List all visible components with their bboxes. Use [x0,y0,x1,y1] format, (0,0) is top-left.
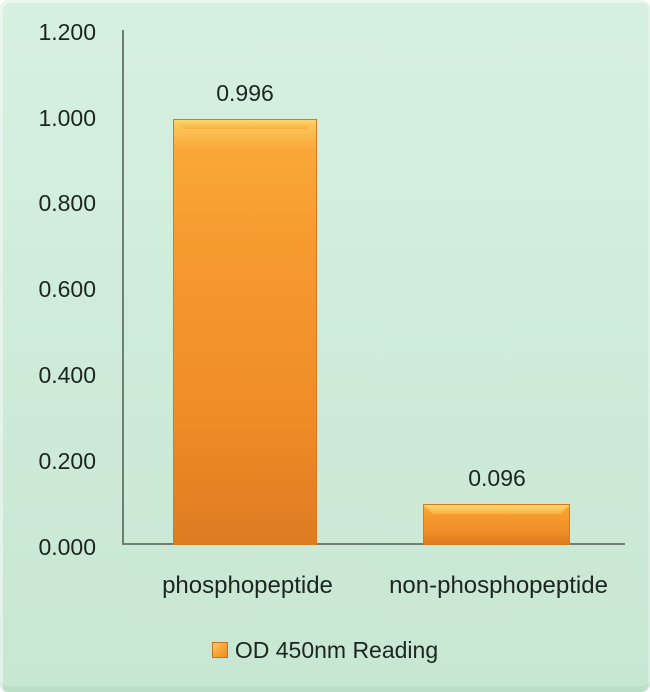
y-axis-tick-label: 0.400 [38,362,96,388]
y-axis-tick-label: 0.600 [38,276,96,302]
y-axis-tick-label: 1.200 [38,19,96,45]
bar-non-phosphopeptide [423,504,570,545]
bar-value-label: 0.096 [468,465,526,491]
bar-value-label: 0.996 [216,80,274,106]
y-axis-tick-label: 0.200 [38,448,96,474]
legend-label: OD 450nm Reading [234,637,439,663]
y-axis-line [122,30,124,545]
y-axis-tick-label: 0.000 [38,534,96,560]
legend-swatch-icon [211,642,228,658]
x-axis-category-label: phosphopeptide [162,572,333,599]
legend: OD 450nm Reading [0,636,650,664]
y-axis-tick-label: 0.800 [38,190,96,216]
x-axis-category-label: non-phosphopeptide [389,572,608,599]
y-axis-tick-label: 1.000 [38,105,96,131]
x-axis-line [122,543,625,545]
bar-phosphopeptide [173,119,317,545]
